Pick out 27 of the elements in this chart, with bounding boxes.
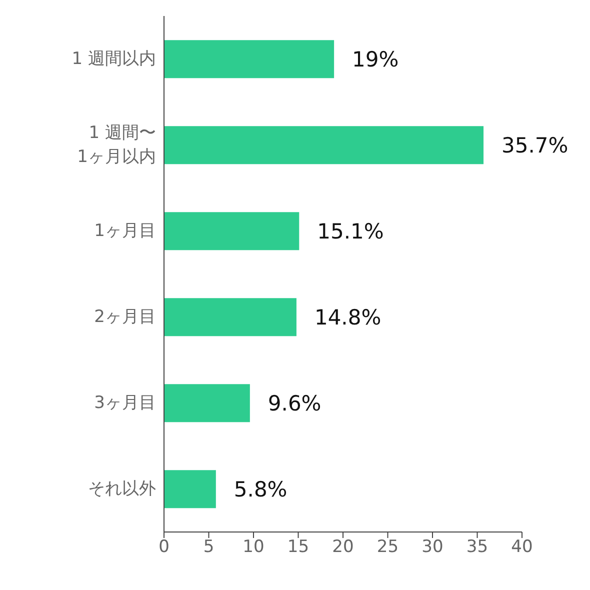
data-label: 35.7%: [502, 134, 568, 158]
x-tick-label: 20: [332, 537, 354, 558]
y-tick-label: 3ヶ月目: [94, 393, 156, 413]
data-label: 9.6%: [268, 392, 322, 416]
y-tick-label: 1 週間〜 1ヶ月以内: [77, 123, 156, 167]
x-tick-label: 30: [422, 537, 444, 558]
data-label: 15.1%: [317, 220, 384, 244]
bar: [164, 298, 296, 336]
x-tick-label: 5: [203, 537, 214, 558]
x-tick-label: 40: [511, 537, 533, 558]
x-tick-label: 25: [376, 537, 399, 558]
data-label: 14.8%: [314, 306, 382, 330]
data-label: 19%: [352, 48, 399, 72]
data-label: 5.8%: [234, 478, 288, 502]
y-tick-label: 1ヶ月目: [94, 221, 156, 241]
bar: [164, 212, 300, 250]
y-tick-label: それ以外: [88, 479, 156, 499]
x-tick-label: 10: [242, 537, 264, 558]
bar: [164, 470, 216, 508]
bar: [164, 126, 484, 164]
x-tick-label: 0: [158, 537, 170, 558]
bar: [164, 384, 250, 422]
y-tick-label: 2ヶ月目: [94, 307, 156, 327]
x-tick-label: 35: [466, 537, 488, 558]
y-tick-label: 1 週間以内: [72, 49, 156, 69]
bar: [164, 40, 334, 78]
x-tick-label: 15: [287, 537, 310, 558]
